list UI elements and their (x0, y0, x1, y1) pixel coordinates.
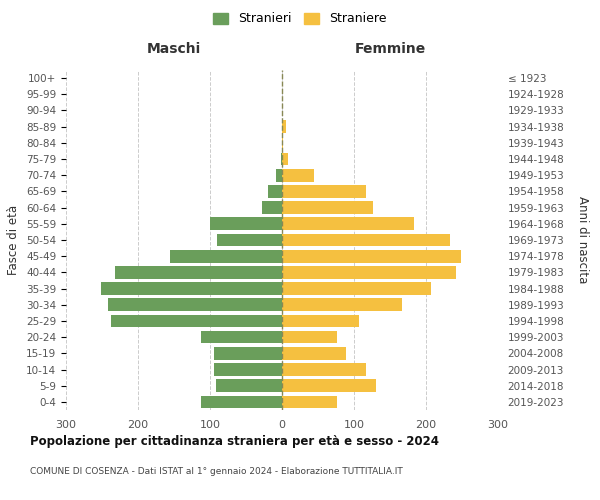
Bar (216, 380, 282, 392)
Bar (268, 185, 282, 198)
Y-axis label: Fasce di età: Fasce di età (7, 205, 20, 275)
Bar (108, 298, 282, 311)
Text: Maschi: Maschi (147, 42, 201, 56)
Bar (110, 314, 282, 328)
Bar (282, 136, 283, 149)
Bar (210, 218, 282, 230)
Bar (281, 152, 282, 166)
Bar (202, 331, 282, 344)
Bar (282, 152, 288, 166)
Bar (170, 250, 282, 262)
Bar (282, 250, 461, 262)
Bar (214, 347, 282, 360)
Bar (282, 363, 365, 376)
Bar (115, 266, 282, 278)
Bar (282, 282, 431, 295)
Text: Femmine: Femmine (355, 42, 425, 56)
Bar (282, 234, 450, 246)
Bar (276, 169, 282, 181)
Bar (282, 185, 365, 198)
Bar (202, 396, 282, 408)
Bar (282, 218, 414, 230)
Bar (282, 298, 402, 311)
Bar (282, 396, 337, 408)
Bar (217, 234, 282, 246)
Bar (282, 120, 286, 133)
Text: Popolazione per cittadinanza straniera per età e sesso - 2024: Popolazione per cittadinanza straniera p… (30, 435, 439, 448)
Bar (214, 363, 282, 376)
Bar (282, 314, 359, 328)
Bar (282, 202, 373, 214)
Bar (101, 282, 282, 295)
Text: COMUNE DI COSENZA - Dati ISTAT al 1° gennaio 2024 - Elaborazione TUTTITALIA.IT: COMUNE DI COSENZA - Dati ISTAT al 1° gen… (30, 468, 403, 476)
Bar (262, 202, 282, 214)
Legend: Stranieri, Straniere: Stranieri, Straniere (209, 8, 391, 29)
Bar (282, 169, 314, 181)
Bar (282, 347, 346, 360)
Bar (282, 380, 376, 392)
Bar (282, 266, 455, 278)
Y-axis label: Anni di nascita: Anni di nascita (575, 196, 589, 284)
Bar (282, 331, 337, 344)
